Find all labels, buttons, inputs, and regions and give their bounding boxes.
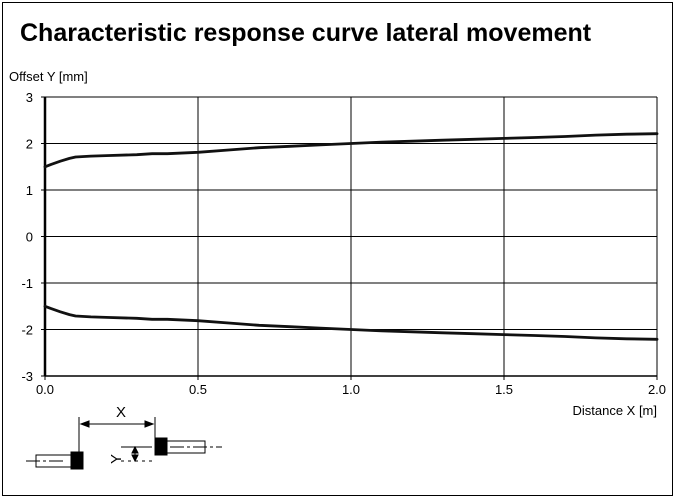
y-axis-label: Offset Y [mm]: [9, 69, 88, 84]
y-tick-label: 2: [26, 137, 33, 152]
y-tick-label: -3: [21, 369, 33, 384]
diagram-y-label: Y: [108, 454, 125, 464]
y-tick-label: -2: [21, 323, 33, 338]
x-tick-label: 2.0: [648, 382, 666, 397]
x-arrow-left: [79, 420, 90, 428]
y-arrow-top: [131, 445, 139, 454]
receiver-lens: [154, 437, 168, 456]
lower-response-curve: [43, 304, 659, 341]
x-tick-label: 0.5: [189, 382, 207, 397]
series-group: [43, 132, 659, 341]
x-tick-label: 1.5: [495, 382, 513, 397]
x-tick-label: 1.0: [342, 382, 360, 397]
sensor-diagram: [26, 417, 222, 470]
x-tick-label: 0.0: [36, 382, 54, 397]
y-tick-label: 1: [26, 183, 33, 198]
chart-frame: [2, 2, 673, 496]
chart-title: Characteristic response curve lateral mo…: [20, 19, 592, 47]
x-arrow-right: [144, 420, 155, 428]
upper-response-curve: [43, 132, 659, 169]
x-axis-label: Distance X [m]: [572, 403, 657, 418]
y-tick-label: -1: [21, 276, 33, 291]
tick-labels: 0.0 0.5 1.0 1.5 2.0 3 2 1 0 -1 -2 -3: [21, 90, 666, 397]
emitter-lens: [70, 451, 84, 470]
grid-lines: [45, 96, 658, 376]
y-arrow-bottom: [131, 454, 139, 463]
y-tick-label: 3: [26, 90, 33, 105]
y-tick-label: 0: [26, 230, 33, 245]
diagram-x-label: X: [116, 404, 126, 421]
